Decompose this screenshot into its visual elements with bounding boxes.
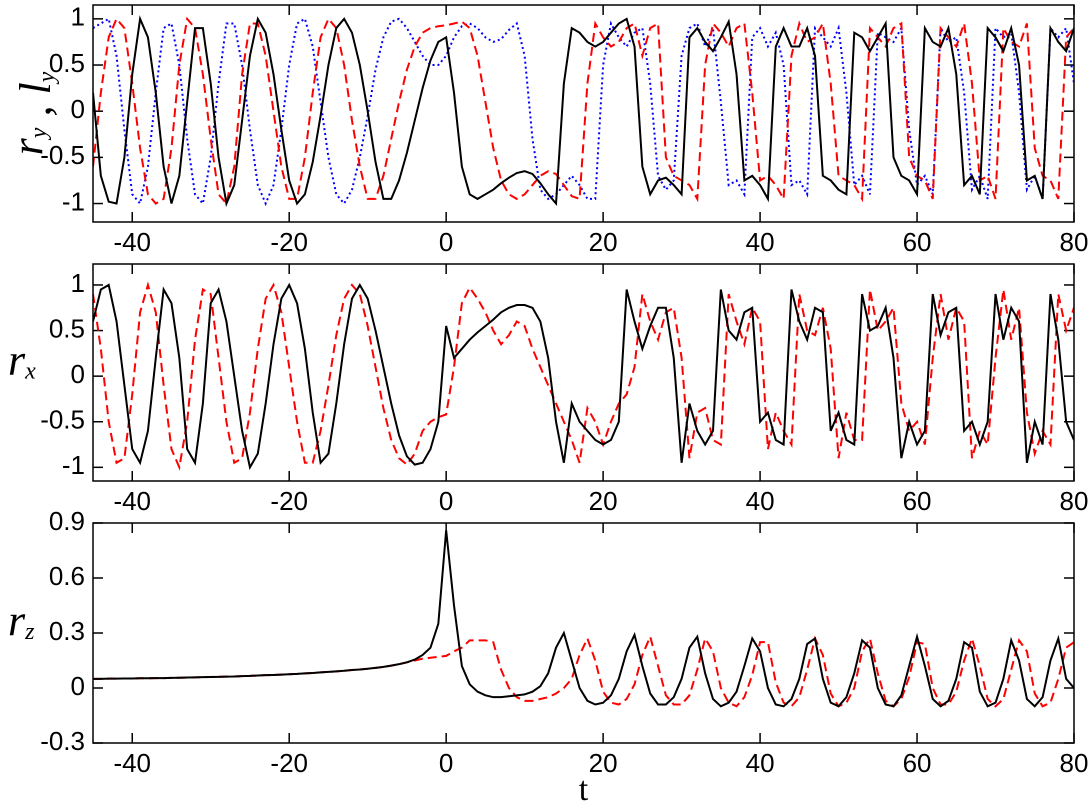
series-line	[93, 530, 1074, 708]
x-tick-label: 0	[439, 748, 453, 778]
plot-frame	[92, 263, 1075, 482]
y-tick-label: -0.5	[40, 140, 85, 170]
x-tick-label: 60	[903, 748, 932, 778]
y-label-text: r	[3, 137, 52, 155]
y-tick-label: -0.5	[40, 405, 85, 435]
x-tick-label: 40	[746, 748, 775, 778]
x-tick-label: 20	[589, 227, 618, 257]
y-tick-label: 0.9	[49, 506, 85, 536]
x-tick-label: -40	[113, 227, 151, 257]
y-tick-label: -1	[62, 450, 85, 480]
y-tick-label: 0.5	[49, 48, 85, 78]
y-tick-label: -0.3	[40, 726, 85, 756]
series-line	[93, 16, 1074, 206]
y-tick-label: 0	[71, 671, 85, 701]
x-tick-label: 80	[1060, 748, 1089, 778]
x-tick-label: 20	[589, 748, 618, 778]
y-tick-label: -1	[62, 186, 85, 216]
x-tick-label: -40	[113, 486, 151, 516]
y-axis-label: ry , ly	[3, 71, 60, 155]
y-axis-label: rx	[8, 336, 36, 385]
y-tick-label: 0	[71, 359, 85, 389]
x-tick-label: 40	[746, 486, 775, 516]
x-axis-label: t	[579, 771, 589, 808]
y-label-text: r	[8, 336, 26, 385]
y-tick-label: 1	[71, 268, 85, 298]
y-tick-label: 0.5	[49, 313, 85, 343]
x-tick-label: 0	[439, 227, 453, 257]
plot-frame	[92, 4, 1075, 223]
x-tick-label: 40	[746, 227, 775, 257]
y-tick-label: 1	[71, 2, 85, 32]
x-tick-label: -20	[270, 486, 308, 516]
series-line	[93, 281, 1074, 471]
y-tick-label: 0	[71, 94, 85, 124]
y-label-sub: z	[24, 619, 35, 645]
y-tick-label: 0.6	[49, 561, 85, 591]
y-label-sub: y	[26, 127, 52, 140]
series-line	[93, 282, 1074, 471]
y-label-text: r	[8, 596, 26, 645]
y-label-sub: x	[24, 358, 36, 384]
x-tick-label: 60	[903, 486, 932, 516]
x-tick-label: -20	[270, 748, 308, 778]
x-tick-label: -40	[113, 748, 151, 778]
series-line	[93, 15, 1074, 208]
x-tick-label: -20	[270, 227, 308, 257]
x-tick-label: 60	[903, 227, 932, 257]
y-label-text: , l	[11, 82, 60, 127]
x-tick-label: 20	[589, 486, 618, 516]
series-line	[93, 17, 1074, 207]
x-tick-label: 80	[1060, 227, 1089, 257]
x-tick-label: 80	[1060, 486, 1089, 516]
x-tick-label: 0	[439, 486, 453, 516]
series-line	[93, 633, 1074, 708]
y-axis-label: rz	[8, 596, 35, 645]
y-tick-label: 0.3	[49, 616, 85, 646]
y-label-sub: y	[34, 71, 60, 84]
plot-frame	[92, 522, 1075, 744]
